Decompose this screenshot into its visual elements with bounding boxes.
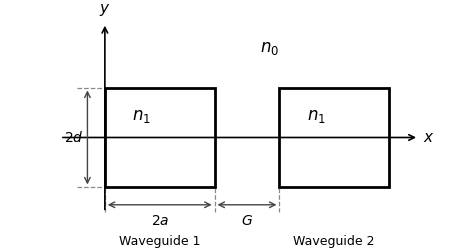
Text: Waveguide 1: Waveguide 1 [119, 235, 201, 248]
Text: $y$: $y$ [99, 2, 110, 18]
Text: $x$: $x$ [423, 130, 435, 145]
Text: $n_1$: $n_1$ [307, 107, 326, 124]
Text: $n_1$: $n_1$ [132, 107, 151, 124]
Bar [105, 88, 215, 187]
Bar [279, 88, 389, 187]
Text: $2d$: $2d$ [64, 130, 83, 145]
Text: Waveguide 2: Waveguide 2 [293, 235, 375, 248]
Text: $2a$: $2a$ [151, 214, 169, 228]
Text: $G$: $G$ [241, 214, 253, 228]
Text: $n_0$: $n_0$ [260, 39, 279, 57]
